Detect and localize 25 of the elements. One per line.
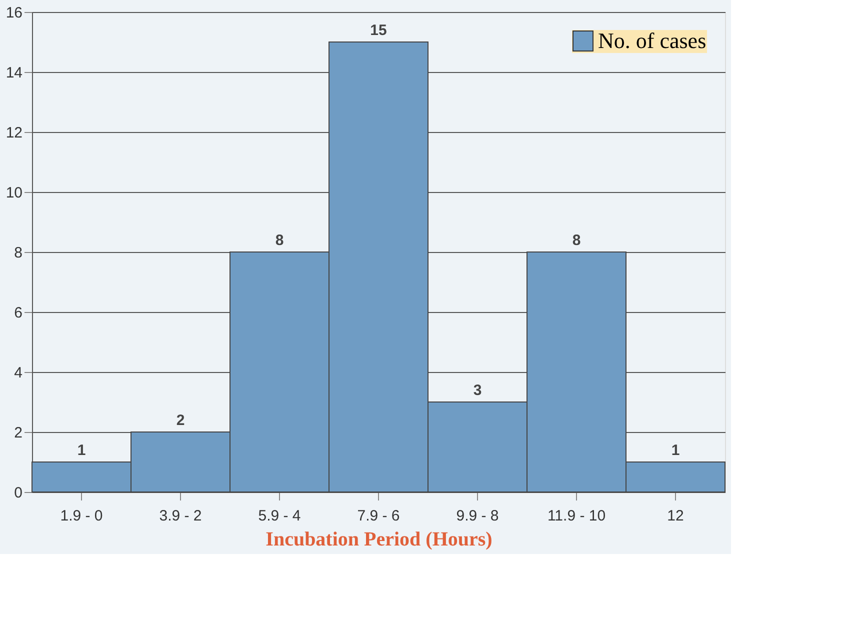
x-tick-label: 7.9 - 6 (357, 508, 400, 524)
data-label: 2 (176, 412, 185, 429)
x-tick-label: 1.9 - 0 (60, 508, 103, 524)
y-tick-label: 2 (14, 424, 22, 442)
x-tick-label: 12 (667, 508, 684, 524)
y-tick-label: 12 (6, 124, 22, 142)
data-label: 3 (473, 382, 482, 399)
data-label: 8 (275, 232, 284, 249)
y-tick-label: 4 (14, 364, 22, 382)
y-tick-label: 8 (14, 244, 22, 262)
x-axis-title: Incubation Period (Hours) (266, 528, 492, 550)
legend-label: No. of cases (598, 28, 706, 53)
y-tick-label: 16 (6, 4, 22, 22)
data-label: 1 (671, 442, 680, 459)
x-tick-label: 11.9 - 10 (547, 508, 606, 524)
data-label: 15 (370, 22, 387, 39)
data-label: 8 (572, 232, 581, 249)
y-tick-label: 14 (6, 64, 22, 82)
y-tick-label: 10 (6, 184, 22, 202)
y-tick-label: 0 (14, 484, 22, 502)
data-label: 1 (77, 442, 86, 459)
x-tick-label: 5.9 - 4 (258, 508, 301, 524)
x-tick-label: 9.9 - 8 (456, 508, 499, 524)
y-tick-label: 6 (14, 304, 22, 322)
x-tick-label: 3.9 - 2 (159, 508, 202, 524)
